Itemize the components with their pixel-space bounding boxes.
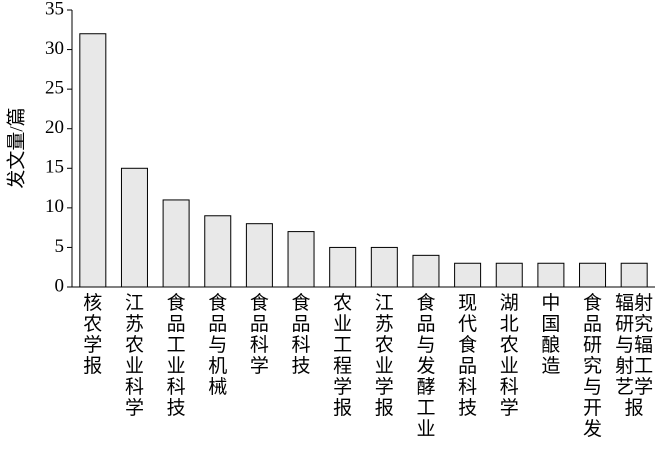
x-tick-label: 江苏农业科学: [124, 293, 144, 419]
y-tick-label: 0: [55, 275, 65, 296]
x-tick-label: 食品工业科技: [166, 293, 186, 419]
y-tick-label: 15: [45, 157, 64, 178]
y-tick-label: 35: [45, 0, 64, 19]
x-tick-label: 农业工程学报: [333, 293, 353, 419]
bar: [620, 262, 648, 288]
bar: [495, 262, 523, 288]
bar: [537, 262, 565, 288]
x-tick-label: 食品与机械: [208, 293, 228, 398]
y-tick-label: 5: [55, 236, 65, 257]
bar: [329, 246, 357, 288]
x-tick-label: 食品研究与开发: [583, 293, 603, 440]
x-tick-label: 辐射研究与辐射工艺学报: [615, 293, 654, 419]
y-tick-label: 25: [45, 78, 64, 99]
bar: [79, 33, 107, 288]
bar: [162, 199, 190, 288]
x-tick-label: 食品与发酵工业: [416, 293, 436, 440]
x-tick-label: 食品科技: [291, 293, 311, 377]
x-tick-label: 食品科学: [249, 293, 269, 377]
bar: [204, 215, 232, 288]
bar: [412, 254, 440, 288]
x-tick-label: 核农学报: [83, 293, 103, 377]
bar: [370, 246, 398, 288]
x-tick-label: 现代食品科技: [458, 293, 478, 419]
y-tick-label: 30: [45, 38, 64, 59]
y-tick-label: 20: [45, 117, 64, 138]
bar: [287, 231, 315, 288]
y-tick-label: 10: [45, 196, 64, 217]
x-tick-label: 江苏农业学报: [374, 293, 394, 419]
y-axis-label: 发文量/篇: [5, 107, 27, 188]
x-tick-label: 中国酿造: [541, 293, 561, 377]
bar: [120, 167, 148, 288]
bar: [454, 262, 482, 288]
bar: [579, 262, 607, 288]
x-tick-label: 湖北农业科学: [499, 293, 519, 419]
bar: [245, 223, 273, 288]
